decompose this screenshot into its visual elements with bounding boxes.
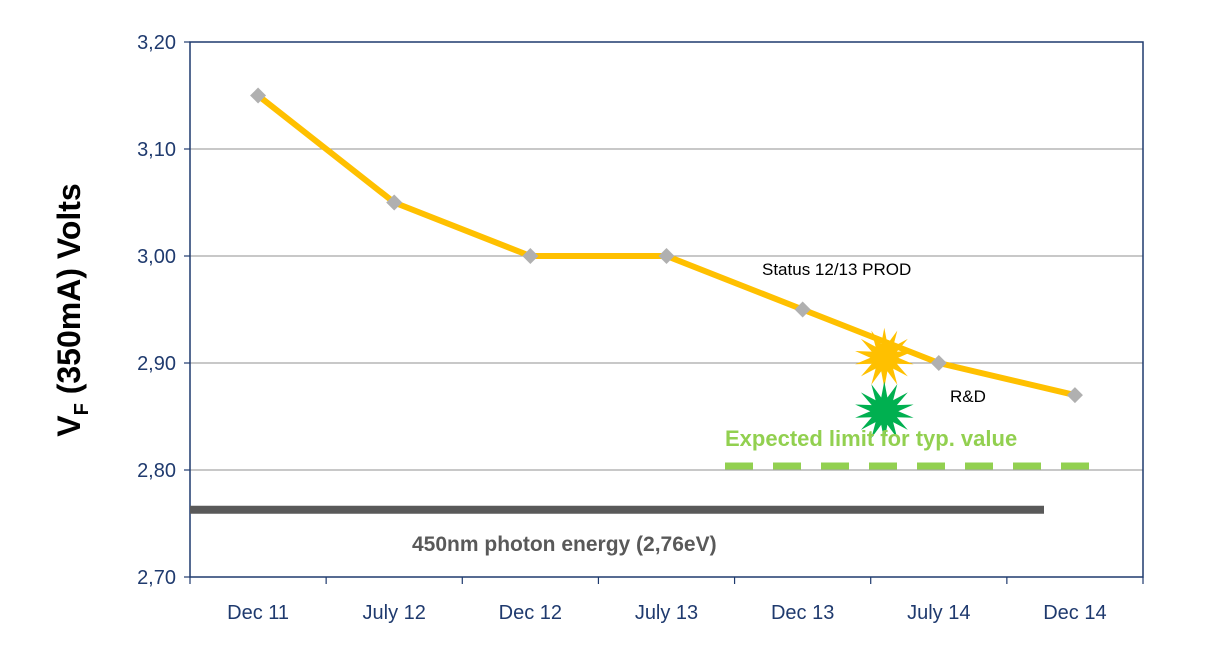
rd-star-icon xyxy=(855,381,914,442)
grid-lines xyxy=(190,148,1143,471)
status-star-icon xyxy=(855,327,914,388)
x-tick-label: Dec 14 xyxy=(1043,602,1106,624)
x-tick-label: Dec 12 xyxy=(499,602,562,624)
x-tick-label: July 14 xyxy=(907,602,970,624)
annotation-stars xyxy=(855,327,914,442)
x-tick-label: Dec 11 xyxy=(227,602,289,624)
rd-annotation: R&D xyxy=(950,387,986,406)
expected-limit-annotation: Expected limit for typ. value xyxy=(725,426,1017,451)
y-tick-label: 2,80 xyxy=(137,460,176,482)
y-tick-label: 2,90 xyxy=(137,353,176,375)
y-tick-label: 3,10 xyxy=(137,139,176,161)
data-point xyxy=(930,355,947,371)
x-tick-label: July 13 xyxy=(635,602,698,624)
y-tick-label: 2,70 xyxy=(137,567,176,589)
x-tick-label: Dec 13 xyxy=(771,602,834,624)
status-annotation: Status 12/13 PROD xyxy=(762,260,911,279)
data-point xyxy=(386,194,403,211)
series-markers xyxy=(250,87,1083,404)
photon-energy-annotation: 450nm photon energy (2,76eV) xyxy=(412,533,717,556)
y-axis-label: VF (350mA) Volts xyxy=(51,183,93,436)
data-point xyxy=(250,87,267,104)
y-tick-label: 3,20 xyxy=(137,32,176,54)
data-point xyxy=(794,301,811,318)
data-point xyxy=(522,248,539,264)
y-tick-label: 3,00 xyxy=(137,246,176,268)
data-point xyxy=(658,248,675,264)
series-line xyxy=(256,93,1076,399)
series-polyline xyxy=(256,93,1076,399)
x-tick-label: July 12 xyxy=(363,602,426,624)
data-point xyxy=(1066,387,1083,404)
plot-area-border xyxy=(189,41,1144,578)
x-axis-ticks: Dec 11 July 12 Dec 12 July 13 Dec 13 July 14 D… xyxy=(189,577,1144,624)
y-axis-ticks: 3,20 3,10 3,00 2,90 2,80 2,70 xyxy=(137,32,190,589)
y-axis-label-subscript: F xyxy=(71,403,93,415)
reference-lines xyxy=(190,462,1105,514)
